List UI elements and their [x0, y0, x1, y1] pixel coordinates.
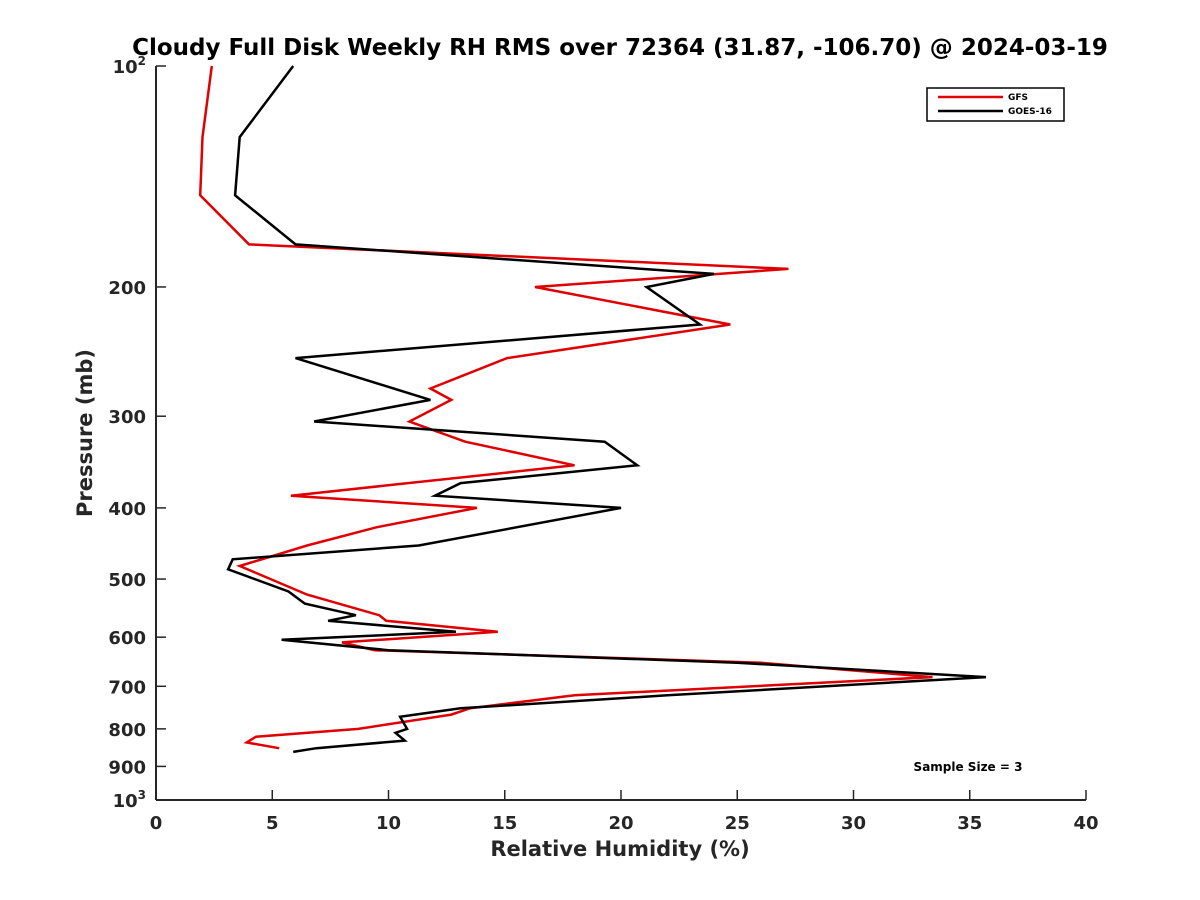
legend: GFS GOES-16	[926, 87, 1065, 122]
x-tick-label: 5	[266, 813, 279, 834]
y-axis-ticks: 102 200 300 400 500 600 700 800 900 103	[108, 54, 166, 812]
x-tick-label: 35	[957, 813, 982, 834]
series-lines	[198, 65, 987, 754]
legend-label-goes16: GOES-16	[1008, 107, 1052, 117]
x-tick-label: 10	[376, 813, 401, 834]
y-tick-label: 700	[108, 677, 146, 698]
x-tick-label: 25	[725, 813, 750, 834]
sample-size-annotation: Sample Size = 3	[914, 760, 1023, 774]
y-tick-label: 800	[108, 720, 146, 741]
legend-box	[926, 87, 1065, 122]
chart-title: Cloudy Full Disk Weekly RH RMS over 7236…	[132, 35, 1108, 61]
y-tick-label: 600	[108, 628, 146, 649]
plot-area: 0 5 10 15 20 25 30 35 40 102 200 300 400 500 600 700 80…	[108, 54, 1098, 834]
y-tick-label: 400	[108, 499, 146, 520]
y-tick-label: 500	[108, 570, 146, 591]
x-tick-label: 15	[492, 813, 517, 834]
y-tick-label: 900	[108, 757, 146, 778]
x-axis-label: Relative Humidity (%)	[490, 837, 749, 861]
y-tick-label: 300	[108, 407, 146, 428]
x-tick-label: 20	[608, 813, 633, 834]
y-axis-label: Pressure (mb)	[73, 349, 97, 517]
x-tick-label: 30	[841, 813, 866, 834]
series-line-gfs	[198, 65, 933, 750]
x-tick-label: 40	[1073, 813, 1098, 834]
legend-label-gfs: GFS	[1008, 93, 1028, 103]
y-tick-label: 103	[113, 788, 146, 812]
x-tick-label: 0	[150, 813, 163, 834]
series-line-goes16	[226, 65, 987, 754]
y-tick-label: 200	[108, 278, 146, 299]
x-axis-ticks: 0 5 10 15 20 25 30 35 40	[150, 790, 1099, 834]
y-tick-label: 102	[113, 54, 146, 78]
